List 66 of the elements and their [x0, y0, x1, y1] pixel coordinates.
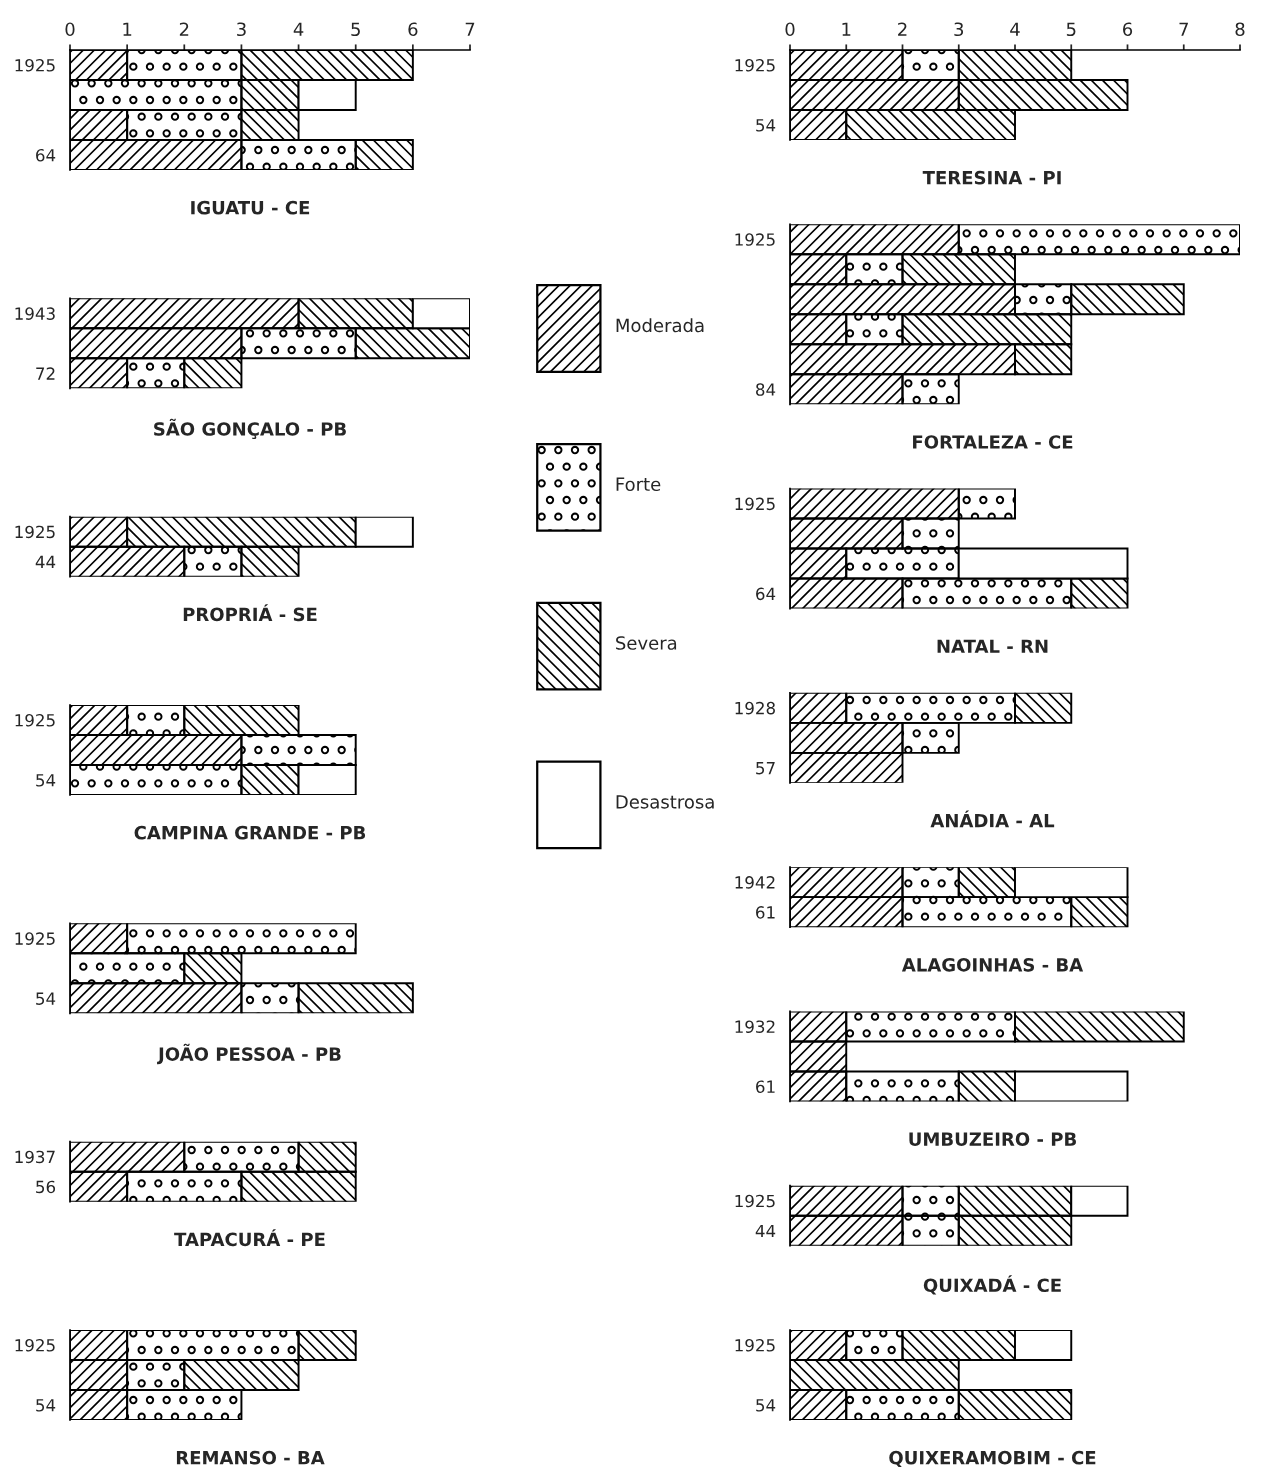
y-tick-label: 64: [36, 148, 56, 162]
y-tick-label: 57: [756, 762, 775, 775]
x-tick-label: 1: [842, 22, 851, 36]
y-tick-label: 1925: [735, 497, 775, 511]
y-tick-label: 1925: [735, 233, 775, 246]
x-tick-label: 5: [1066, 22, 1076, 37]
x-tick-label: 2: [898, 22, 907, 36]
y-tick-label: 54: [36, 774, 56, 787]
text: QUIXERAMOBIM - CE: [889, 1450, 1096, 1467]
y-tick-label: 1925: [15, 713, 55, 727]
y-tick-label: 1942: [735, 876, 775, 889]
x-tick-label: 3: [954, 22, 964, 37]
text: TERESINA - PI: [922, 170, 1061, 185]
text: Forte: [616, 477, 661, 492]
x-tick-label: 4: [293, 22, 304, 36]
x-tick-label: 1: [123, 22, 132, 36]
y-tick-label: 72: [36, 367, 55, 380]
y-tick-label: 1925: [735, 58, 775, 72]
y-tick-label: 84: [756, 383, 776, 396]
x-tick-label: 5: [351, 22, 360, 37]
text: SÃO GONÇALO - PB: [154, 418, 346, 440]
text: IGUATU - CE: [191, 200, 310, 215]
x-tick-label: 7: [1179, 22, 1188, 36]
text: Moderada: [616, 318, 704, 333]
y-tick-label: 44: [35, 555, 56, 568]
y-tick-label: 1932: [735, 1020, 775, 1033]
text: QUIXADÁ - CE: [923, 1275, 1061, 1295]
text: Desastrosa: [616, 795, 714, 809]
x-tick-label: 6: [408, 22, 418, 37]
x-tick-label: 4: [1010, 22, 1020, 36]
y-tick-label: 1925: [15, 1338, 55, 1352]
text: REMANSO - BA: [176, 1450, 325, 1465]
y-tick-label: 56: [36, 1180, 56, 1194]
y-tick-label: 64: [756, 587, 776, 601]
y-tick-label: 54: [756, 1399, 776, 1412]
y-tick-label: 44: [755, 1224, 776, 1238]
x-tick-label: 0: [785, 22, 795, 37]
x-tick-label: 6: [1123, 22, 1133, 37]
x-tick-label: 7: [465, 22, 475, 36]
y-tick-label: 61: [756, 1080, 775, 1093]
text: ALAGOINHAS - BA: [901, 958, 1084, 972]
x-tick-label: 3: [237, 22, 246, 37]
text: NATAL - RN: [937, 639, 1048, 653]
y-tick-label: 1925: [15, 58, 55, 72]
text: PROPRIÁ - SE: [183, 604, 317, 622]
text: CAMPINA GRANDE - PB: [134, 825, 366, 840]
text: UMBUZEIRO - PB: [909, 1132, 1076, 1146]
text: JOÃO PESSOA - PB: [157, 1043, 341, 1065]
text: FORTALEZA - CE: [913, 435, 1073, 449]
text: ANÁDIA - AL: [930, 810, 1055, 828]
y-tick-label: 54: [756, 119, 776, 132]
x-tick-label: 8: [1235, 22, 1245, 37]
x-tick-label: 2: [179, 22, 189, 36]
y-tick-label: 61: [756, 906, 775, 919]
y-tick-label: 1937: [15, 1150, 55, 1164]
y-tick-label: 1925: [15, 525, 55, 539]
y-tick-label: 54: [36, 1399, 56, 1412]
y-tick-label: 54: [36, 992, 56, 1005]
y-tick-label: 1925: [735, 1194, 775, 1208]
y-tick-label: 1925: [735, 1338, 775, 1352]
y-tick-label: 1925: [15, 932, 55, 945]
y-tick-label: 1943: [15, 307, 55, 320]
x-tick-label: 0: [65, 22, 75, 37]
text: TAPACURÁ - PE: [174, 1229, 325, 1247]
y-tick-label: 1928: [735, 701, 775, 715]
text: Severa: [616, 636, 677, 650]
